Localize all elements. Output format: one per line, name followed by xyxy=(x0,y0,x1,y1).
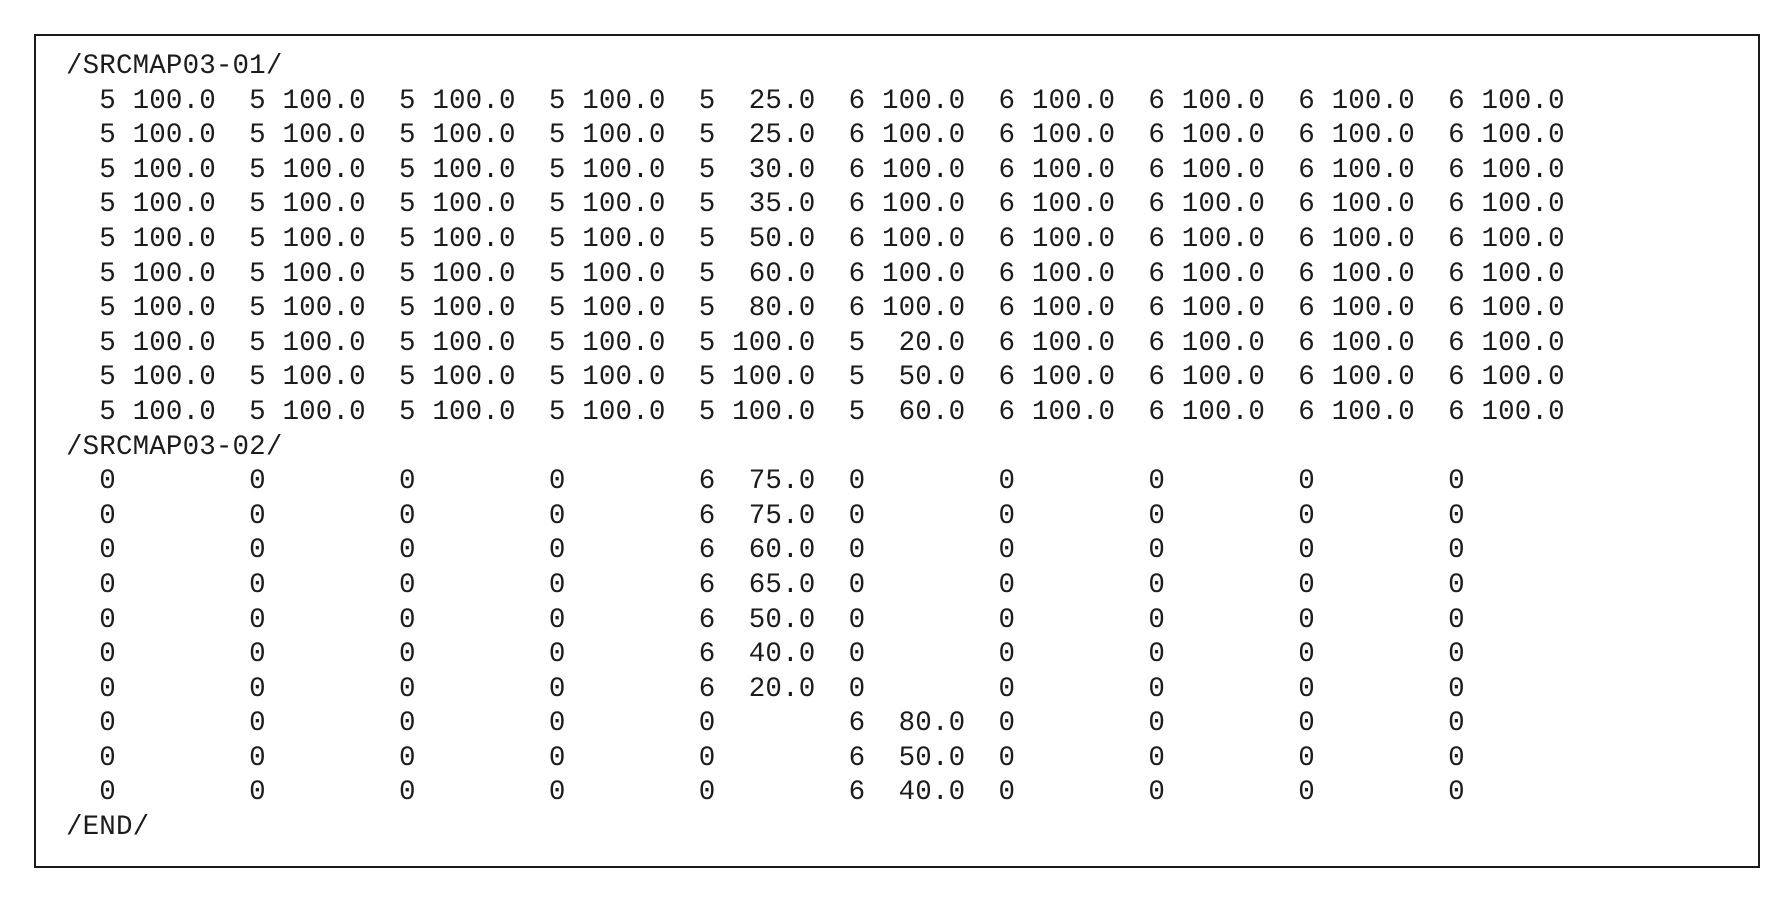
data-row: 0 0 0 0 6 65.0 0 0 0 0 0 xyxy=(66,569,1465,601)
data-row: 5 100.0 5 100.0 5 100.0 5 100.0 5 35.0 6… xyxy=(66,189,1565,221)
section-header-srcmap03-01: /SRCMAP03-01/ xyxy=(66,51,283,82)
data-row: 0 0 0 0 6 75.0 0 0 0 0 0 xyxy=(66,466,1465,498)
data-row: 5 100.0 5 100.0 5 100.0 5 100.0 5 100.0 … xyxy=(66,327,1565,359)
data-listing: /SRCMAP03-01/ 5 100.0 5 100.0 5 100.0 5 … xyxy=(66,50,1565,846)
section-header-srcmap03-02: /SRCMAP03-02/ xyxy=(66,431,283,463)
data-row: 5 100.0 5 100.0 5 100.0 5 100.0 5 25.0 6… xyxy=(66,85,1565,117)
data-row: 0 0 0 0 6 20.0 0 0 0 0 0 xyxy=(66,673,1465,705)
data-row: 0 0 0 0 0 6 80.0 0 0 0 0 xyxy=(66,708,1465,740)
data-row: 5 100.0 5 100.0 5 100.0 5 100.0 5 100.0 … xyxy=(66,396,1565,428)
data-row: 5 100.0 5 100.0 5 100.0 5 100.0 5 100.0 … xyxy=(66,362,1565,394)
data-row: 5 100.0 5 100.0 5 100.0 5 100.0 5 60.0 6… xyxy=(66,258,1565,290)
data-row: 0 0 0 0 6 75.0 0 0 0 0 0 xyxy=(66,500,1465,532)
data-row: 0 0 0 0 6 40.0 0 0 0 0 0 xyxy=(66,639,1465,671)
end-marker: /END/ xyxy=(66,812,150,844)
data-row: 5 100.0 5 100.0 5 100.0 5 100.0 5 50.0 6… xyxy=(66,223,1565,255)
data-row: 5 100.0 5 100.0 5 100.0 5 100.0 5 25.0 6… xyxy=(66,120,1565,152)
data-row: 0 0 0 0 6 60.0 0 0 0 0 0 xyxy=(66,535,1465,567)
data-row: 5 100.0 5 100.0 5 100.0 5 100.0 5 80.0 6… xyxy=(66,293,1565,325)
data-row: 0 0 0 0 0 6 50.0 0 0 0 0 xyxy=(66,742,1465,774)
data-row: 0 0 0 0 0 6 40.0 0 0 0 0 xyxy=(66,777,1465,809)
data-row: 5 100.0 5 100.0 5 100.0 5 100.0 5 30.0 6… xyxy=(66,154,1565,186)
data-row: 0 0 0 0 6 50.0 0 0 0 0 0 xyxy=(66,604,1465,636)
document-frame: /SRCMAP03-01/ 5 100.0 5 100.0 5 100.0 5 … xyxy=(34,34,1760,868)
